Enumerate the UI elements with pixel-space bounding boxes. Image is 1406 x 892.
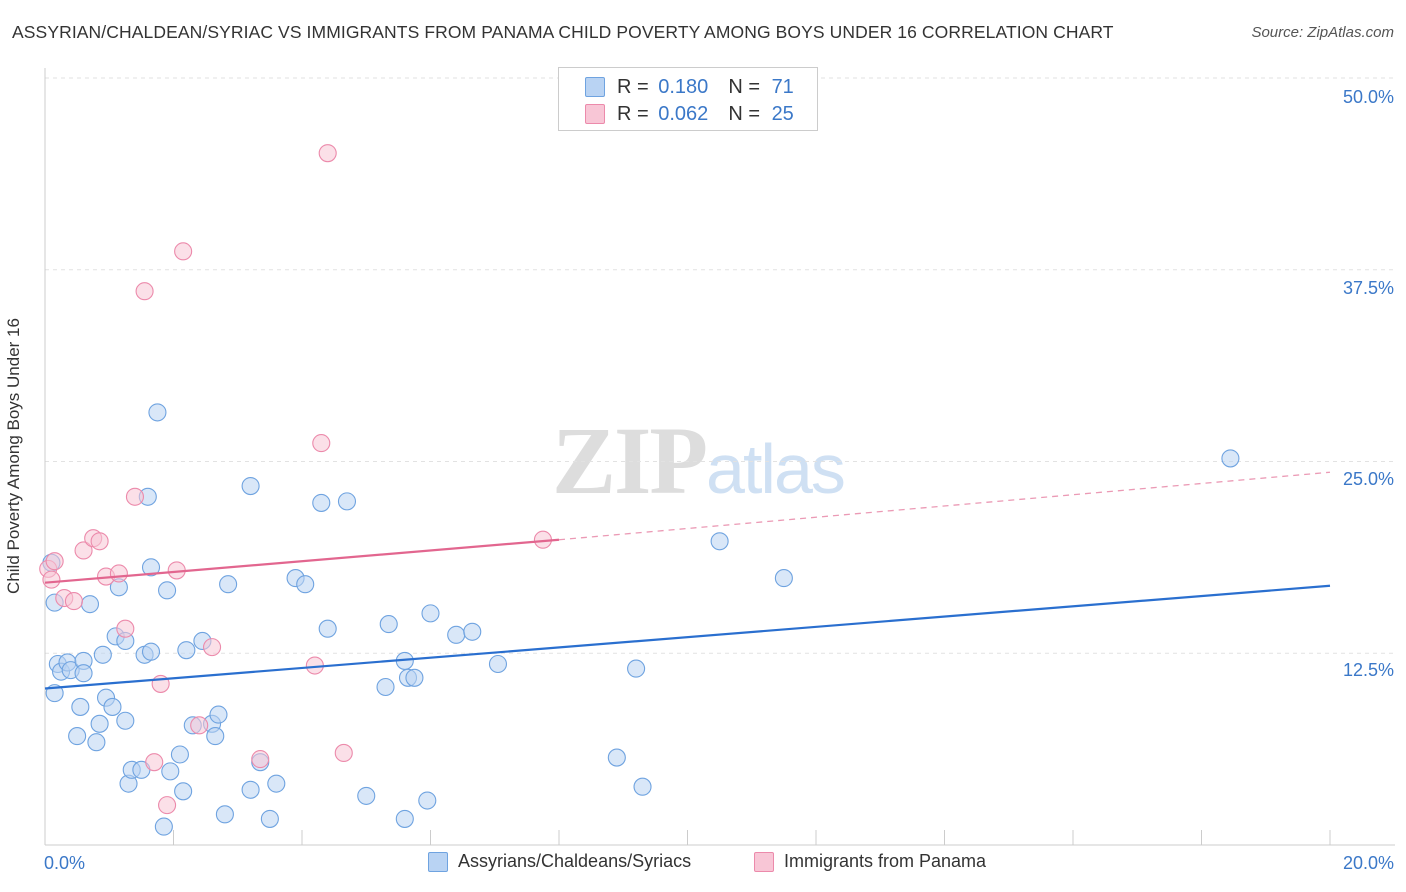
data-point-assyrians bbox=[177, 641, 196, 660]
legend-swatch-pink bbox=[585, 104, 605, 124]
legend-r-value: 0.062 bbox=[658, 102, 709, 125]
legend: R = 0.180 N = 71 R = 0.062 N = 25 bbox=[558, 67, 818, 131]
data-point-panama bbox=[64, 592, 83, 611]
data-point-assyrians bbox=[633, 777, 652, 796]
data-point-assyrians bbox=[405, 668, 424, 687]
data-point-assyrians bbox=[74, 664, 93, 683]
chart-title: ASSYRIAN/CHALDEAN/SYRIAC VS IMMIGRANTS F… bbox=[12, 22, 1114, 42]
data-point-assyrians bbox=[158, 581, 177, 600]
data-point-assyrians bbox=[357, 786, 376, 805]
data-point-assyrians bbox=[68, 727, 87, 746]
legend-n-value: 25 bbox=[771, 102, 794, 125]
bottom-legend-swatch-pink bbox=[754, 851, 774, 872]
watermark: ZIPatlas bbox=[552, 405, 846, 516]
bottom-legend-panama: Immigrants from Panama bbox=[754, 851, 986, 872]
bottom-legend-swatch-blue bbox=[428, 851, 448, 872]
data-point-panama bbox=[251, 750, 270, 769]
data-point-assyrians bbox=[488, 654, 508, 674]
data-point-panama bbox=[135, 282, 154, 301]
data-point-assyrians bbox=[71, 697, 90, 716]
data-point-panama bbox=[74, 541, 93, 560]
data-point-panama bbox=[116, 619, 135, 638]
data-point-assyrians bbox=[312, 493, 331, 512]
data-point-assyrians bbox=[710, 532, 729, 551]
data-point-panama bbox=[125, 487, 144, 506]
data-point-assyrians bbox=[206, 727, 225, 746]
data-point-panama bbox=[42, 570, 61, 589]
data-point-panama bbox=[145, 753, 164, 772]
bottom-legend-label: Assyrians/Chaldeans/Syriacs bbox=[458, 851, 692, 871]
trend-line-assyrians bbox=[44, 584, 1331, 690]
watermark-zip: ZIP bbox=[552, 407, 708, 514]
data-point-assyrians bbox=[90, 714, 109, 733]
data-point-assyrians bbox=[219, 575, 238, 594]
bottom-legend-assyrians: Assyrians/Chaldeans/Syriacs bbox=[428, 851, 691, 872]
y-tick-label: 37.5% bbox=[1342, 278, 1394, 298]
data-point-assyrians bbox=[103, 697, 122, 716]
data-point-assyrians bbox=[376, 677, 395, 697]
data-point-assyrians bbox=[774, 569, 793, 588]
data-point-assyrians bbox=[174, 782, 193, 801]
data-point-assyrians bbox=[463, 622, 482, 641]
data-point-assyrians bbox=[215, 805, 234, 824]
bottom-legend-label: Immigrants from Panama bbox=[784, 851, 987, 871]
data-point-assyrians bbox=[148, 403, 167, 422]
data-point-assyrians bbox=[87, 733, 106, 752]
data-point-panama bbox=[203, 638, 222, 657]
data-point-assyrians bbox=[241, 780, 260, 799]
legend-n-label: N = bbox=[728, 75, 760, 98]
data-point-panama bbox=[190, 716, 209, 735]
x-tick-label-max: 20.0% bbox=[1342, 853, 1394, 873]
data-point-panama bbox=[174, 242, 193, 261]
data-point-assyrians bbox=[395, 809, 414, 828]
legend-r-label: R = bbox=[617, 75, 649, 98]
y-tick-label: 25.0% bbox=[1342, 469, 1394, 489]
chart-source: Source: ZipAtlas.com bbox=[1251, 24, 1394, 41]
data-point-assyrians bbox=[93, 645, 112, 664]
data-point-assyrians bbox=[318, 619, 337, 638]
data-point-panama bbox=[45, 552, 64, 571]
data-point-assyrians bbox=[267, 774, 286, 793]
data-point-panama bbox=[334, 743, 353, 763]
legend-row-panama: R = 0.062 N = 25 bbox=[585, 102, 794, 126]
data-point-panama bbox=[109, 564, 128, 583]
trend-line-panama-extension bbox=[558, 471, 1331, 541]
trend-line-panama bbox=[44, 538, 560, 584]
data-point-assyrians bbox=[116, 711, 135, 730]
data-point-assyrians bbox=[1221, 449, 1240, 468]
x-tick-label-min: 0.0% bbox=[44, 853, 86, 873]
data-point-assyrians bbox=[141, 642, 161, 661]
data-point-assyrians bbox=[296, 575, 315, 594]
legend-swatch-blue bbox=[585, 77, 605, 97]
data-point-panama bbox=[318, 144, 337, 163]
data-point-assyrians bbox=[161, 762, 180, 781]
data-point-assyrians bbox=[421, 604, 440, 623]
data-point-assyrians bbox=[418, 791, 437, 810]
data-point-assyrians bbox=[447, 625, 466, 644]
legend-row-assyrians: R = 0.180 N = 71 bbox=[585, 75, 794, 99]
data-point-assyrians bbox=[607, 748, 626, 767]
data-point-assyrians bbox=[209, 705, 228, 724]
y-tick-label: 12.5% bbox=[1342, 660, 1394, 680]
data-point-assyrians bbox=[154, 817, 173, 836]
legend-r-value: 0.180 bbox=[658, 75, 709, 98]
data-point-assyrians bbox=[80, 595, 100, 614]
data-point-assyrians bbox=[170, 745, 189, 764]
data-point-panama bbox=[312, 434, 331, 453]
data-point-assyrians bbox=[379, 615, 398, 634]
legend-r-label: R = bbox=[617, 102, 649, 125]
data-point-assyrians bbox=[337, 492, 357, 511]
data-point-assyrians bbox=[241, 476, 260, 496]
data-point-assyrians bbox=[260, 809, 279, 828]
data-point-panama bbox=[90, 532, 109, 551]
legend-n-value: 71 bbox=[771, 75, 794, 98]
data-point-panama bbox=[158, 796, 177, 815]
data-point-assyrians bbox=[627, 659, 646, 678]
watermark-atlas: atlas bbox=[706, 430, 846, 508]
y-tick-label: 50.0% bbox=[1342, 87, 1394, 107]
data-point-assyrians bbox=[141, 558, 161, 577]
legend-n-label: N = bbox=[728, 102, 760, 125]
